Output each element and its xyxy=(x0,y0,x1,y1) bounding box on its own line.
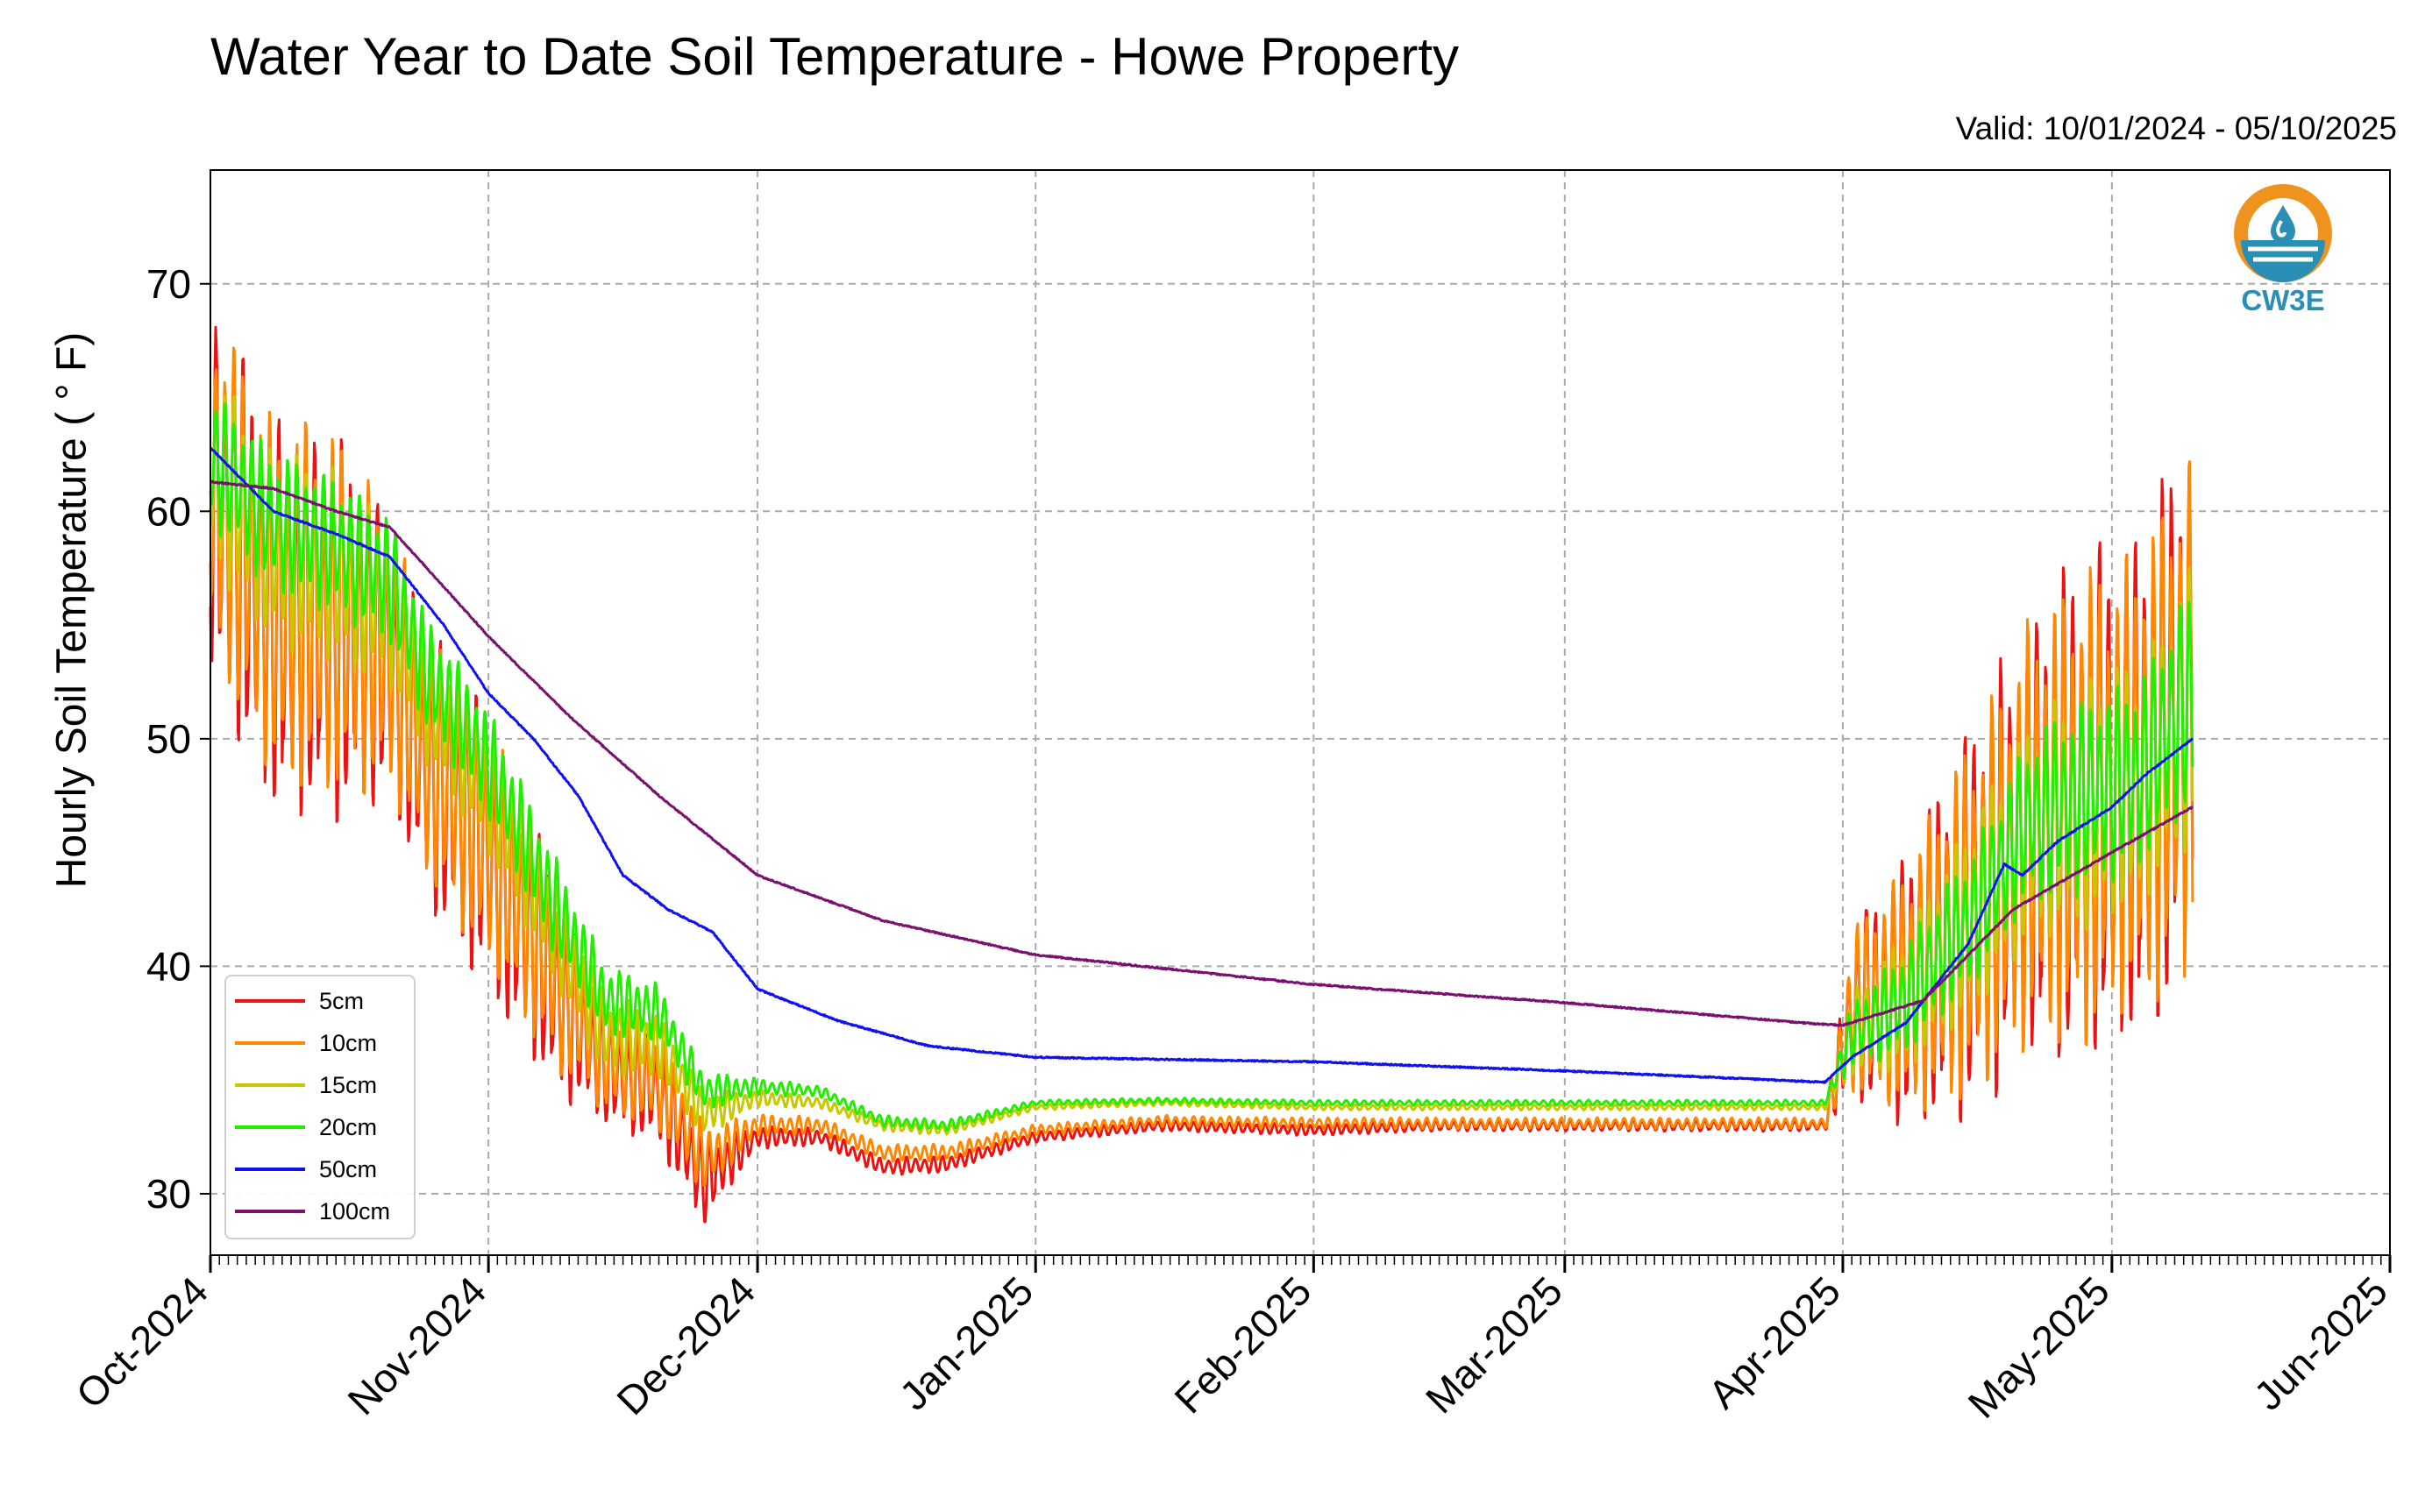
x-tick-label: Nov-2024 xyxy=(338,1267,494,1423)
x-tick-label: Oct-2024 xyxy=(68,1267,217,1417)
legend-label: 50cm xyxy=(319,1155,378,1182)
legend-swatch xyxy=(235,1041,305,1045)
y-tick-label: 60 xyxy=(146,488,191,534)
x-tick-label: May-2025 xyxy=(1959,1267,2118,1426)
series-line-50cm xyxy=(209,446,2194,1084)
legend-swatch xyxy=(235,1210,305,1213)
legend-label: 15cm xyxy=(319,1071,378,1098)
y-tick-label: 30 xyxy=(146,1171,191,1217)
y-tick-label: 40 xyxy=(146,943,191,989)
legend-swatch xyxy=(235,1168,305,1171)
x-tick-label: Apr-2025 xyxy=(1699,1267,1849,1417)
cw3e-logo: CW3E xyxy=(2232,182,2334,323)
chart-title: Water Year to Date Soil Temperature - Ho… xyxy=(210,27,1460,86)
x-tick-label: Feb-2025 xyxy=(1165,1267,1319,1422)
series-line-20cm xyxy=(209,401,2194,1132)
legend-item: 50cm xyxy=(235,1148,377,1190)
valid-date-range: Valid: 10/01/2024 - 05/10/2025 xyxy=(1955,110,2397,146)
legend-item: 20cm xyxy=(235,1106,377,1148)
series-line-5cm xyxy=(209,325,2194,1224)
legend-label: 100cm xyxy=(319,1197,391,1225)
legend-item: 5cm xyxy=(235,980,364,1022)
series-line-100cm xyxy=(210,479,2194,1027)
x-tick-label: Jan-2025 xyxy=(891,1267,1042,1418)
water-drop-icon xyxy=(2234,184,2332,282)
x-tick-label: Jun-2025 xyxy=(2245,1267,2396,1418)
legend-swatch xyxy=(235,1083,305,1087)
y-tick-label: 70 xyxy=(146,261,191,307)
plot-frame xyxy=(210,169,2391,1256)
legend: 5cm 10cm 15cm 20cm 50cm 100cm xyxy=(224,975,416,1239)
legend-swatch xyxy=(235,1125,305,1129)
legend-label: 20cm xyxy=(319,1113,378,1140)
legend-label: 10cm xyxy=(319,1029,378,1056)
legend-swatch xyxy=(235,999,305,1003)
x-tick-label: Dec-2024 xyxy=(608,1267,764,1423)
legend-item: 100cm xyxy=(235,1190,390,1232)
y-tick-label: 50 xyxy=(146,716,191,762)
legend-label: 5cm xyxy=(319,987,365,1014)
legend-item: 10cm xyxy=(235,1022,377,1064)
logo-text: CW3E xyxy=(2241,284,2325,316)
x-tick-label: Mar-2025 xyxy=(1417,1267,1571,1422)
legend-item: 15cm xyxy=(235,1064,377,1106)
